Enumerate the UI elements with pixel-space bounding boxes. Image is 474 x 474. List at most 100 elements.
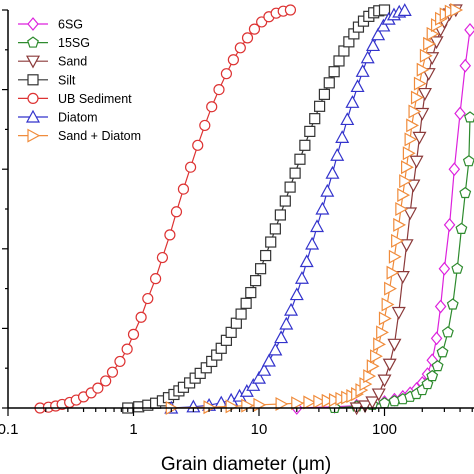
data-point	[192, 139, 204, 151]
data-point	[323, 77, 335, 89]
data-point	[299, 139, 311, 151]
data-point	[384, 281, 397, 296]
data-point	[142, 292, 154, 305]
data-point	[305, 236, 320, 250]
legend-label: Silt	[58, 73, 76, 87]
legend-item-sand-diatom: Sand + Diatom	[18, 128, 141, 143]
data-point	[462, 154, 474, 167]
data-point	[350, 79, 365, 93]
data-point	[419, 48, 433, 63]
data-point	[451, 262, 464, 274]
data-point	[381, 297, 395, 312]
data-point	[366, 38, 381, 52]
data-point	[416, 62, 430, 77]
data-point	[230, 317, 242, 329]
legend-item-6sg: 6SG	[18, 17, 83, 32]
data-point	[251, 370, 267, 384]
legend-label: Diatom	[58, 111, 98, 125]
data-point	[443, 217, 456, 232]
data-point	[378, 396, 391, 409]
data-point	[335, 130, 350, 143]
data-point	[400, 160, 414, 175]
legend-item-ub-sediment: UB Sediment	[18, 92, 132, 106]
data-point	[269, 223, 281, 235]
data-point	[366, 359, 380, 374]
y-ticks	[2, 9, 8, 409]
data-point	[464, 111, 474, 123]
data-point	[328, 66, 340, 78]
legend-items: 6SG 15SG Sand Silt UB Sediment Diatom Sand + D…	[18, 17, 141, 143]
data-point	[338, 45, 350, 57]
data-point	[413, 76, 427, 91]
data-point	[426, 369, 439, 382]
data-point	[321, 393, 335, 408]
data-point	[397, 188, 411, 203]
legend-background	[12, 12, 172, 146]
data-point	[240, 297, 252, 309]
data-point	[314, 100, 326, 112]
data-point	[284, 4, 297, 16]
data-point	[275, 397, 289, 412]
series-diatom	[164, 3, 412, 414]
data-point	[391, 306, 406, 320]
data-point	[149, 273, 162, 285]
data-point	[328, 393, 342, 408]
data-point	[459, 186, 472, 199]
x-tick-label: 100	[372, 421, 397, 438]
data-point	[378, 311, 392, 326]
data-point	[265, 236, 277, 248]
data-point	[260, 249, 272, 262]
legend-item-15sg: 15SG	[18, 36, 90, 50]
data-point	[184, 161, 197, 173]
data-point	[450, 2, 464, 18]
data-point	[340, 112, 355, 126]
data-point	[397, 3, 412, 16]
data-point	[330, 148, 345, 161]
legend-swatch-marker	[27, 92, 39, 105]
data-point	[406, 118, 420, 133]
data-point	[464, 22, 474, 37]
data-point	[127, 328, 140, 340]
data-point	[395, 201, 409, 217]
data-point	[303, 395, 317, 410]
data-point	[410, 90, 424, 105]
legend-swatch-marker	[27, 74, 39, 86]
data-point	[376, 325, 389, 340]
data-point	[438, 261, 451, 276]
data-point	[199, 119, 211, 132]
legend-swatch-marker	[27, 128, 41, 143]
legend-item-diatom: Diatom	[18, 109, 98, 125]
data-point	[371, 27, 386, 41]
data-point	[402, 146, 416, 161]
axes-layer: 0.1 1 10 100 Grain diameter (μm)	[0, 9, 474, 474]
data-point	[135, 311, 147, 323]
series-silt	[122, 4, 391, 414]
data-point	[225, 326, 237, 338]
data-point	[429, 36, 444, 50]
data-point	[382, 358, 397, 372]
data-point	[325, 165, 340, 179]
legend-label: Sand	[58, 55, 87, 69]
data-point	[156, 251, 169, 264]
data-point	[250, 275, 262, 287]
data-point	[170, 206, 183, 218]
data-point	[114, 355, 126, 368]
data-point	[393, 217, 407, 232]
data-point	[279, 195, 291, 207]
legend-label: 6SG	[58, 18, 83, 32]
data-point	[436, 346, 449, 358]
data-point	[388, 249, 402, 264]
data-point	[373, 337, 387, 352]
data-point	[255, 263, 267, 275]
series-line	[171, 9, 405, 409]
data-point	[320, 183, 335, 197]
x-tick-label: 1	[129, 421, 137, 438]
data-point	[430, 331, 443, 346]
data-point	[448, 162, 461, 177]
data-point	[363, 369, 377, 384]
data-point	[257, 362, 272, 376]
data-point	[377, 374, 392, 388]
data-point	[289, 287, 304, 301]
data-point	[371, 388, 386, 402]
